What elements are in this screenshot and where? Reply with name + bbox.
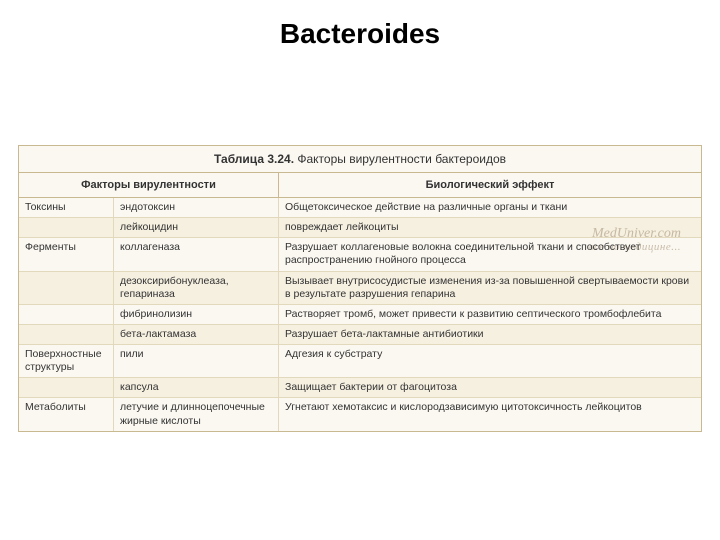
table-row: Метаболитылетучие и длинноцепочечные жир… [19, 398, 701, 430]
cell-effect: Разрушает коллагеновые волокна соедините… [279, 238, 701, 270]
table-caption: Таблица 3.24. Факторы вирулентности бакт… [19, 146, 701, 173]
cell-factor: бета-лактамаза [114, 325, 279, 344]
cell-factor: дезоксирибонуклеаза, гепариназа [114, 272, 279, 304]
table-number: Таблица 3.24. [214, 152, 294, 166]
page-title: Bacteroides [0, 0, 720, 50]
virulence-table: Таблица 3.24. Факторы вирулентности бакт… [18, 145, 702, 432]
cell-category [19, 218, 114, 237]
cell-category: Поверхностные структуры [19, 345, 114, 377]
slide: Bacteroides Таблица 3.24. Факторы вируле… [0, 0, 720, 540]
header-effect: Биологический эффект [279, 173, 701, 197]
header-factors: Факторы вирулентности [19, 173, 279, 197]
table-body: MedUniver.com все по медицине... Токсины… [19, 198, 701, 431]
cell-effect: Вызывает внутрисосудистые изменения из-з… [279, 272, 701, 304]
cell-factor: капсула [114, 378, 279, 397]
cell-factor: фибринолизин [114, 305, 279, 324]
cell-category [19, 272, 114, 304]
cell-factor: летучие и длинноцепочечные жирные кислот… [114, 398, 279, 430]
cell-factor: лейкоцидин [114, 218, 279, 237]
cell-category: Метаболиты [19, 398, 114, 430]
table-row: ФерментыколлагеназаРазрушает коллагеновы… [19, 238, 701, 271]
table-caption-text: Факторы вирулентности бактероидов [297, 152, 506, 166]
table-row: бета-лактамазаРазрушает бета-лактамные а… [19, 325, 701, 345]
table-row: лейкоцидинповреждает лейкоциты [19, 218, 701, 238]
cell-factor: пили [114, 345, 279, 377]
table-header: Факторы вирулентности Биологический эффе… [19, 173, 701, 198]
table-row: капсулаЗащищает бактерии от фагоцитоза [19, 378, 701, 398]
cell-effect: Растворяет тромб, может привести к разви… [279, 305, 701, 324]
table-row: Поверхностные структурыпилиАдгезия к суб… [19, 345, 701, 378]
cell-category: Ферменты [19, 238, 114, 270]
table-row: дезоксирибонуклеаза, гепариназаВызывает … [19, 272, 701, 305]
cell-effect: Угнетают хемотаксис и кислородзависимую … [279, 398, 701, 430]
cell-category [19, 305, 114, 324]
cell-category [19, 378, 114, 397]
cell-factor: коллагеназа [114, 238, 279, 270]
cell-effect: Адгезия к субстрату [279, 345, 701, 377]
table-row: фибринолизинРастворяет тромб, может прив… [19, 305, 701, 325]
cell-category: Токсины [19, 198, 114, 217]
cell-factor: эндотоксин [114, 198, 279, 217]
cell-effect: Разрушает бета-лактамные антибиотики [279, 325, 701, 344]
table-row: ТоксиныэндотоксинОбщетоксическое действи… [19, 198, 701, 218]
cell-effect: повреждает лейкоциты [279, 218, 701, 237]
cell-effect: Защищает бактерии от фагоцитоза [279, 378, 701, 397]
cell-effect: Общетоксическое действие на различные ор… [279, 198, 701, 217]
cell-category [19, 325, 114, 344]
